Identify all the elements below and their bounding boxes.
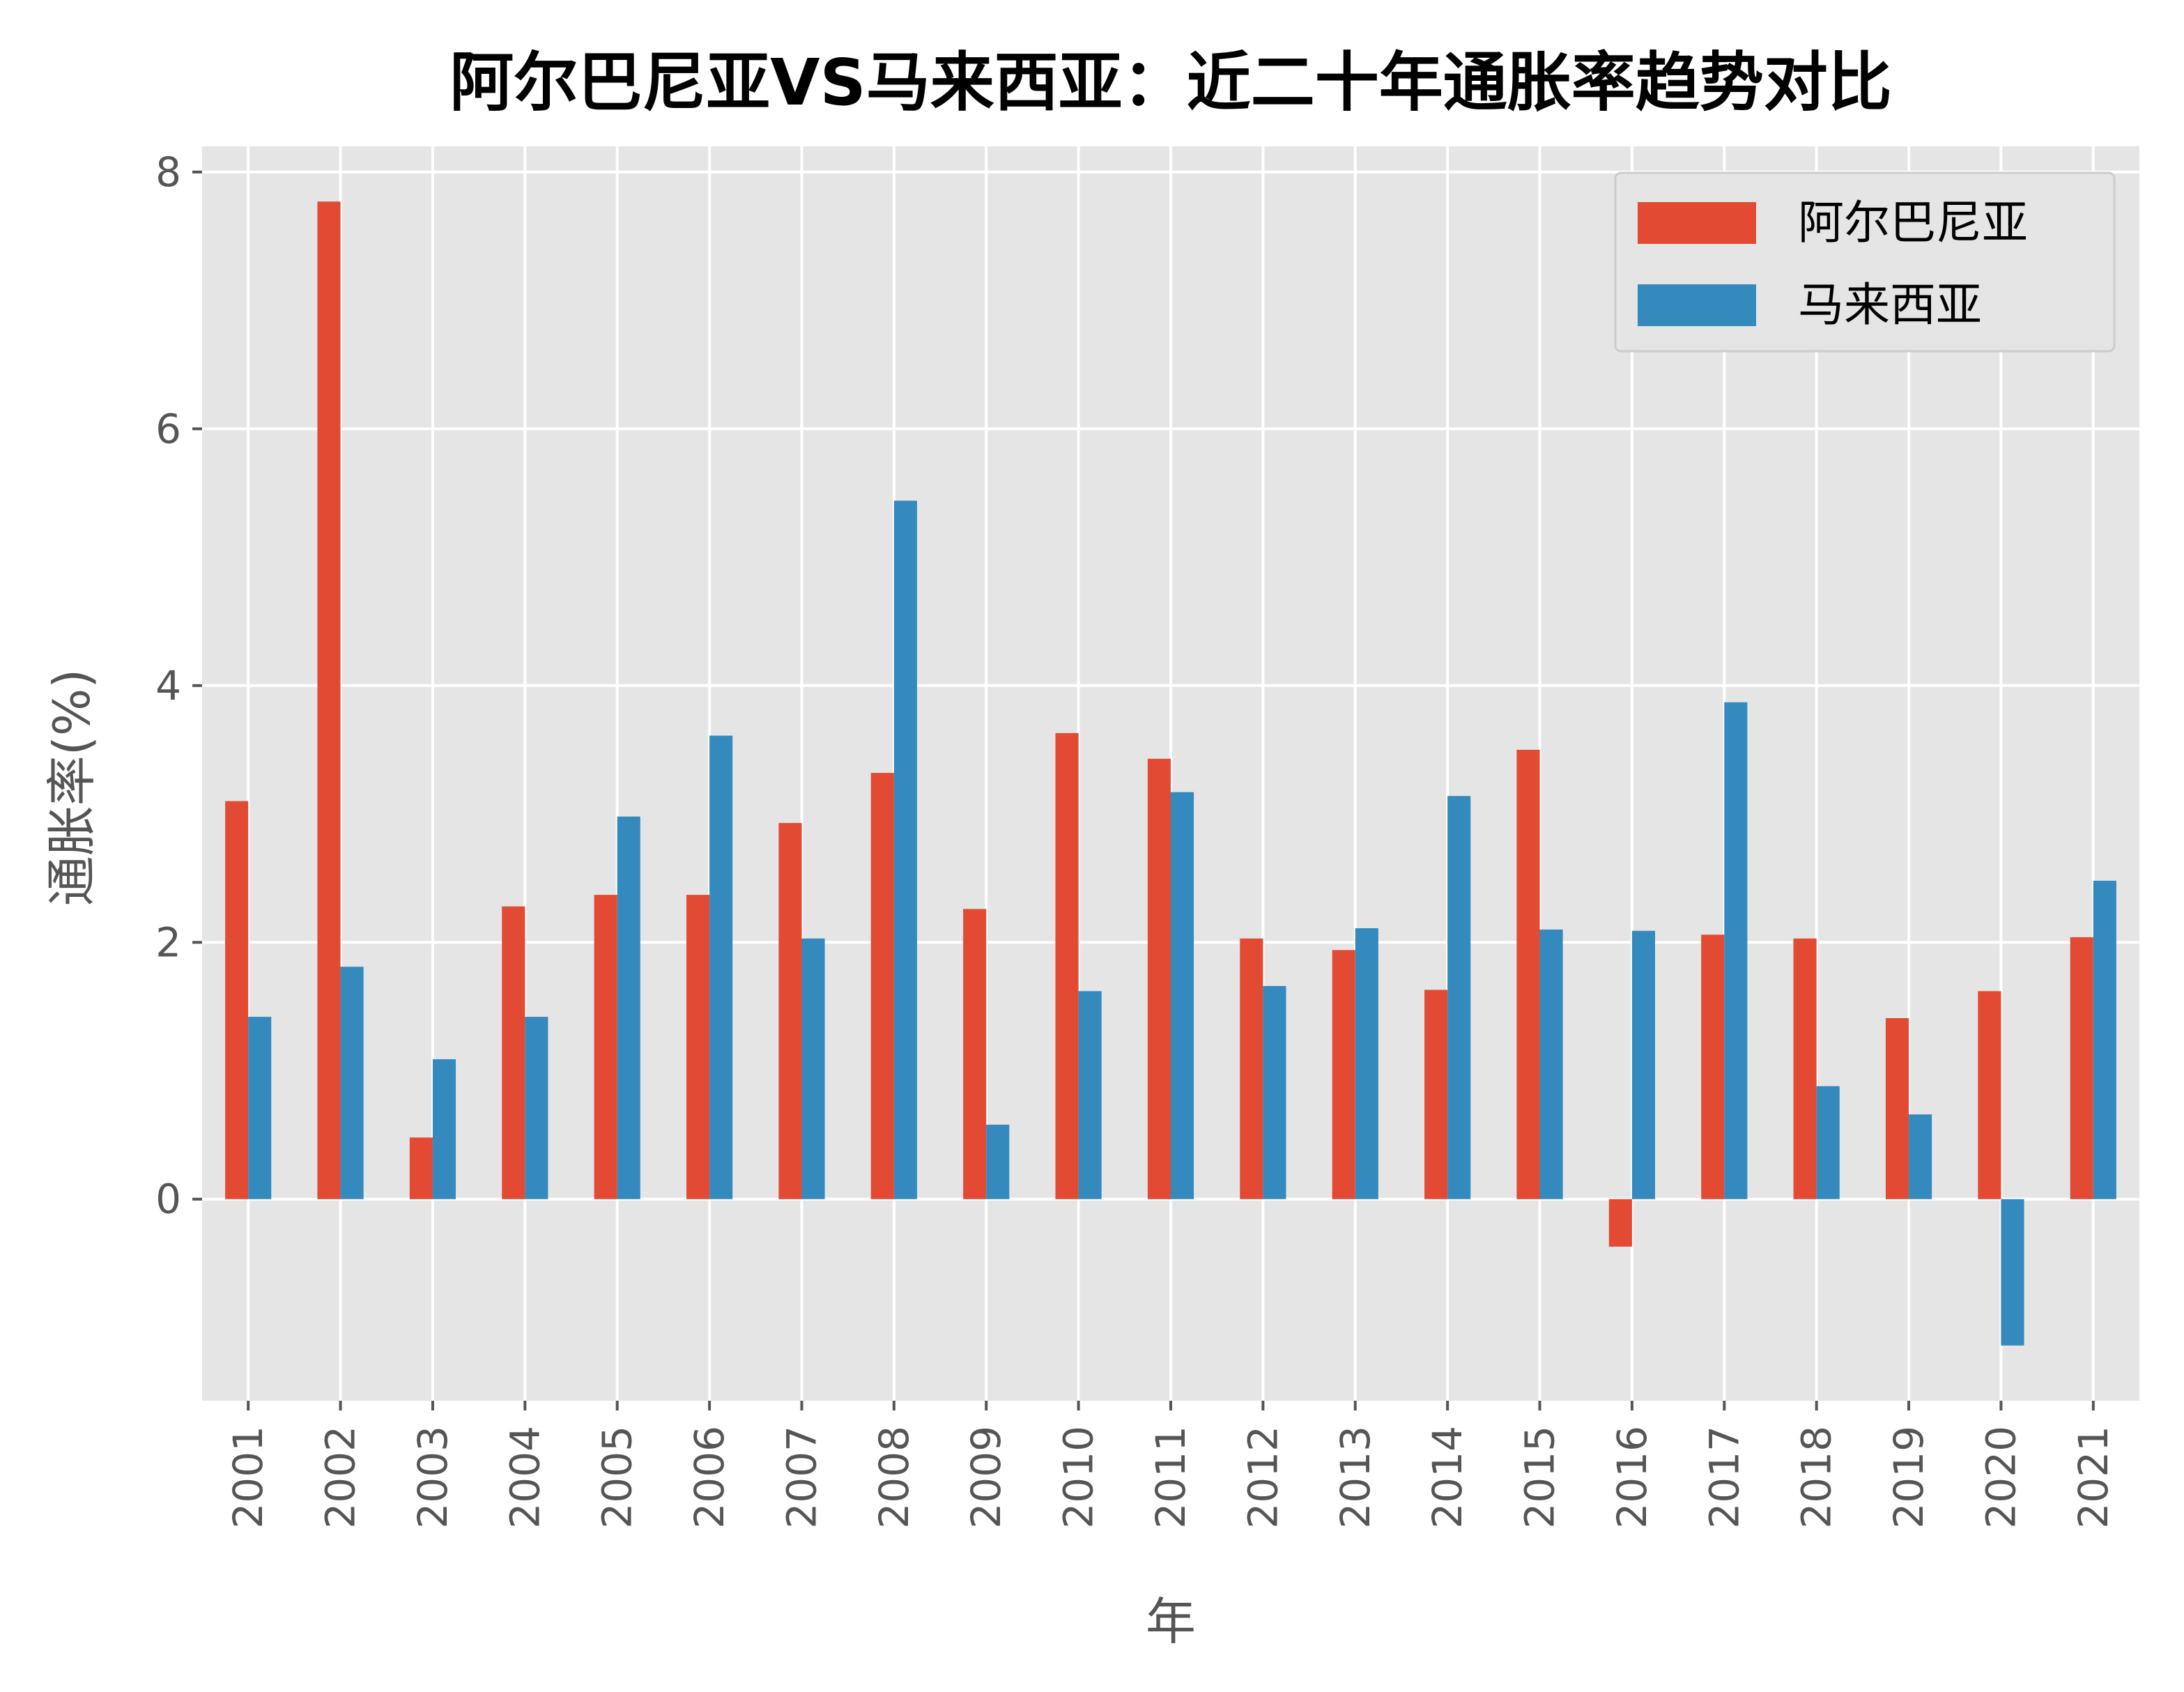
legend-swatch — [1638, 284, 1756, 326]
x-tick-label: 2012 — [1239, 1426, 1286, 1529]
bar-series1-2007 — [778, 822, 802, 1199]
bar-series1-2014 — [1424, 990, 1448, 1199]
bar-series1-2021 — [2070, 937, 2093, 1199]
bar-series1-2004 — [502, 906, 525, 1199]
x-tick-label: 2009 — [962, 1426, 1010, 1529]
x-tick-label: 2011 — [1147, 1426, 1194, 1529]
bars — [225, 201, 2116, 1346]
bar-series2-2013 — [1355, 928, 1378, 1199]
bar-series2-2007 — [801, 938, 825, 1199]
bar-series1-2010 — [1055, 732, 1079, 1199]
bar-series2-2021 — [2093, 880, 2116, 1199]
y-axis: 0 2 4 6 8 — [155, 148, 202, 1223]
bar-series1-2006 — [686, 895, 710, 1199]
x-tick-label: 2002 — [317, 1426, 364, 1529]
x-tick-label: 2007 — [778, 1426, 825, 1529]
y-tick-label: 2 — [155, 918, 181, 966]
bar-series2-2004 — [525, 1017, 548, 1199]
bar-series1-2019 — [1885, 1017, 1909, 1199]
bar-series1-2003 — [409, 1137, 433, 1199]
chart-title: 阿尔巴尼亚VS马来西亚：近二十年通胀率趋势对比 — [449, 45, 1891, 120]
bar-series1-2002 — [317, 201, 341, 1199]
bar-series2-2009 — [986, 1124, 1010, 1199]
x-tick-label: 2014 — [1424, 1426, 1471, 1529]
x-tick-label: 2005 — [594, 1426, 641, 1529]
bar-series2-2015 — [1539, 929, 1563, 1199]
bar-series1-2001 — [225, 801, 249, 1199]
x-tick-label: 2020 — [1977, 1426, 2024, 1529]
x-tick-label: 2004 — [501, 1426, 548, 1529]
legend-label: 阿尔巴尼亚 — [1798, 196, 2028, 249]
bar-series1-2005 — [594, 895, 617, 1199]
x-tick-label: 2010 — [1055, 1426, 1102, 1529]
bar-series2-2012 — [1263, 985, 1286, 1199]
y-tick-label: 0 — [155, 1176, 181, 1223]
bar-series2-2003 — [432, 1059, 456, 1199]
bar-series2-2014 — [1447, 796, 1471, 1199]
bar-series1-2016 — [1608, 1199, 1632, 1247]
bar-series2-2011 — [1171, 792, 1194, 1199]
x-tick-label: 2003 — [409, 1426, 456, 1529]
x-tick-label: 2018 — [1793, 1426, 1840, 1529]
y-axis-label: 通胀率(%) — [43, 669, 101, 907]
legend-label: 马来西亚 — [1798, 278, 1982, 332]
x-axis: 2001 2002 2003 2004 2005 2006 2007 2008 2009 2010… — [224, 1401, 2117, 1529]
bar-series2-2017 — [1724, 702, 1748, 1199]
bar-series2-2010 — [1078, 991, 1102, 1199]
bar-series1-2020 — [1978, 991, 2001, 1199]
bar-series1-2012 — [1240, 938, 1263, 1199]
bar-series1-2018 — [1793, 938, 1817, 1199]
y-tick-label: 8 — [155, 148, 181, 196]
legend-swatch — [1638, 202, 1756, 244]
x-tick-label: 2006 — [686, 1426, 733, 1529]
bar-series2-2002 — [340, 967, 364, 1199]
x-tick-label: 2016 — [1608, 1426, 1656, 1529]
bar-series1-2013 — [1332, 950, 1355, 1199]
x-tick-label: 2001 — [224, 1426, 272, 1529]
bar-series2-2016 — [1631, 930, 1655, 1199]
bar-series2-2018 — [1816, 1086, 1840, 1199]
bar-series1-2011 — [1147, 758, 1171, 1199]
y-tick-label: 4 — [155, 662, 181, 709]
bar-series1-2008 — [870, 773, 894, 1199]
x-tick-label: 2008 — [870, 1426, 918, 1529]
bar-series2-2020 — [2001, 1199, 2024, 1346]
x-tick-label: 2017 — [1700, 1426, 1748, 1529]
x-tick-label: 2015 — [1516, 1426, 1564, 1529]
bar-series2-2005 — [617, 816, 640, 1199]
bar-series1-2015 — [1516, 749, 1540, 1199]
x-tick-label: 2021 — [2070, 1426, 2117, 1529]
x-axis-label: 年 — [1146, 1592, 1196, 1651]
x-tick-label: 2013 — [1332, 1426, 1379, 1529]
bar-series2-2006 — [709, 735, 733, 1199]
bar-series2-2001 — [248, 1017, 272, 1199]
y-tick-label: 6 — [155, 405, 181, 452]
bar-series1-2009 — [963, 909, 987, 1199]
x-tick-label: 2019 — [1885, 1426, 1932, 1529]
bar-series2-2019 — [1909, 1114, 1932, 1199]
bar-series1-2017 — [1701, 935, 1725, 1199]
bar-series2-2008 — [893, 500, 917, 1199]
